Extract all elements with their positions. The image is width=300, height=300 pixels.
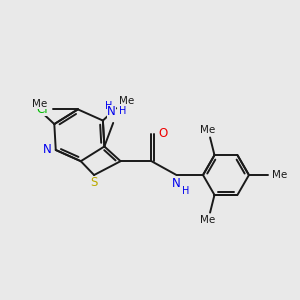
Text: N: N [107,105,116,118]
Text: H: H [105,100,112,110]
Text: S: S [90,176,98,190]
Text: Cl: Cl [37,103,48,116]
Text: Me: Me [119,96,134,106]
Text: H: H [119,106,126,116]
Text: N: N [172,177,180,190]
Text: Me: Me [272,170,287,180]
Text: O: O [158,127,167,140]
Text: H: H [182,186,189,196]
Text: Me: Me [200,125,215,135]
Text: N: N [43,143,51,157]
Text: Me: Me [32,99,47,110]
Text: Me: Me [200,215,215,225]
